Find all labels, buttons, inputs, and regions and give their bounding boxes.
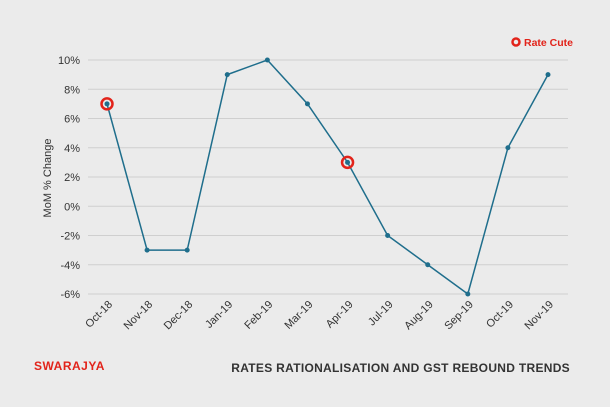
x-tick-label: Sep-19 <box>442 299 476 333</box>
x-tick-label: Oct-18 <box>83 299 115 331</box>
legend-marker-icon <box>511 37 521 47</box>
x-tick-label: Dec-18 <box>162 299 196 333</box>
x-tick-label: Apr-19 <box>324 299 356 331</box>
chart-footer-title: RATES RATIONALISATION AND GST REBOUND TR… <box>231 361 570 375</box>
data-point <box>505 145 511 151</box>
data-point <box>264 57 270 63</box>
gridlines <box>88 59 568 295</box>
y-tick-label: 4% <box>64 143 80 155</box>
data-point <box>425 262 431 268</box>
data-point <box>224 72 230 78</box>
data-points <box>100 57 551 297</box>
y-tick-label: 8% <box>64 84 80 96</box>
x-axis-ticks: Oct-18 Nov-18 Dec-18 Jan-19 Feb-19 Mar-19 Apr-… <box>83 299 556 333</box>
y-axis-label: MoM % Change <box>42 139 54 218</box>
y-tick-label: 10% <box>58 55 80 67</box>
x-tick-label: Nov-19 <box>523 299 557 333</box>
legend: Rate Cute <box>511 37 573 49</box>
x-tick-label: Jul-19 <box>366 299 396 329</box>
data-point <box>545 72 551 78</box>
rate-cut-marker <box>340 155 355 170</box>
x-tick-label: Feb-19 <box>242 299 275 332</box>
y-axis-ticks: -6% -4% -2% 0% 2% 4% 6% 8% 10% <box>58 55 80 301</box>
legend-label: Rate Cute <box>524 37 573 49</box>
x-tick-label: Aug-19 <box>402 299 436 333</box>
data-point <box>184 247 190 253</box>
y-tick-label: -2% <box>60 231 80 243</box>
data-point <box>144 247 150 253</box>
x-tick-label: Mar-19 <box>282 299 315 332</box>
x-tick-label: Oct-19 <box>484 299 516 331</box>
x-tick-label: Nov-18 <box>122 299 156 333</box>
y-tick-label: 6% <box>64 114 80 126</box>
data-point <box>345 159 351 165</box>
data-point <box>104 101 110 107</box>
y-tick-label: -4% <box>60 260 80 272</box>
y-tick-label: 0% <box>64 201 80 213</box>
y-tick-label: -6% <box>60 289 80 301</box>
data-point <box>304 101 310 107</box>
x-tick-label: Jan-19 <box>203 299 235 331</box>
series-line <box>106 59 549 296</box>
data-point <box>465 291 471 297</box>
rate-cut-marker <box>100 97 114 111</box>
brand-logo: SWARAJYA <box>34 359 105 373</box>
y-tick-label: 2% <box>64 172 80 184</box>
data-point <box>385 233 391 238</box>
